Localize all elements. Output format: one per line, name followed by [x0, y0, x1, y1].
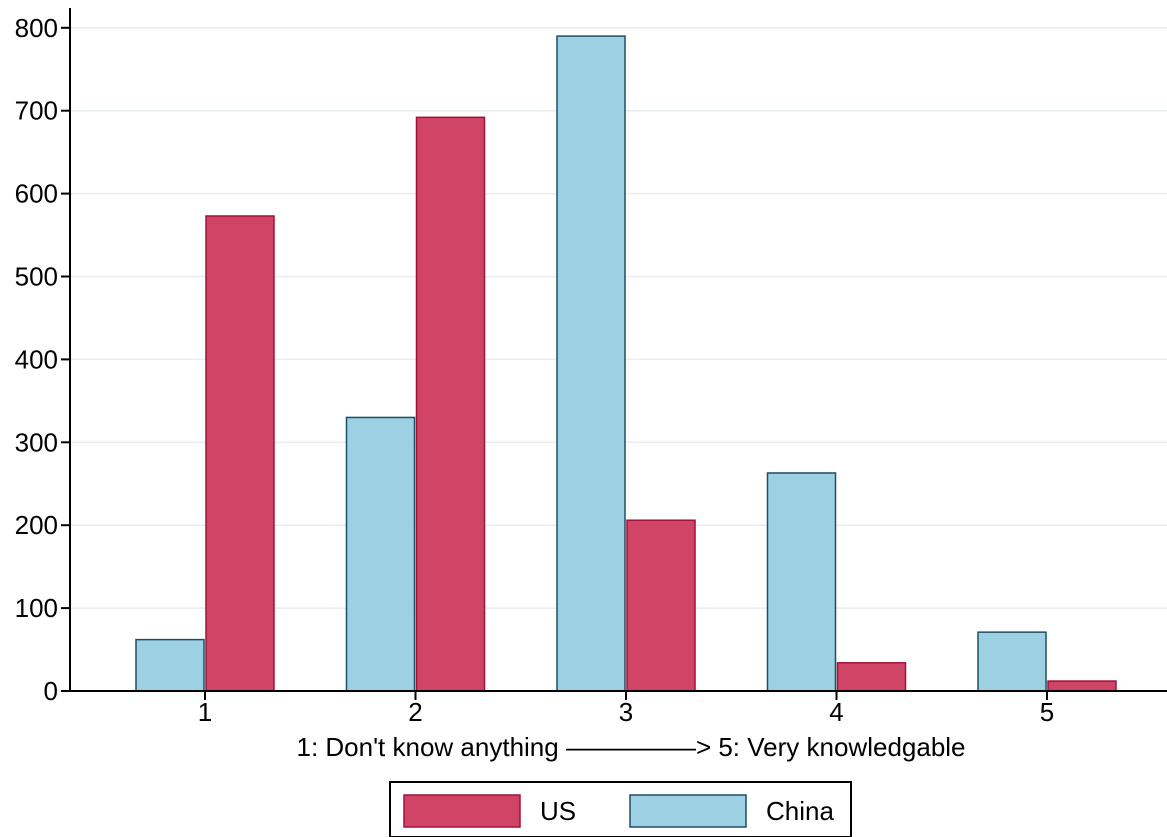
bar-china-2	[345, 416, 416, 692]
legend-label-china: China	[766, 796, 834, 826]
y-tick-label: 700	[15, 96, 58, 126]
y-tick-label: 500	[15, 262, 58, 292]
y-tick-label: 200	[15, 510, 58, 540]
x-tick-label: 4	[829, 697, 843, 727]
bars	[135, 35, 1117, 692]
bar-china-4	[766, 472, 837, 692]
bar-us-4	[836, 662, 907, 692]
y-tick-label: 400	[15, 344, 58, 374]
legend-label-us: US	[540, 796, 576, 826]
y-tick-label: 800	[15, 13, 58, 43]
y-tick-label: 600	[15, 179, 58, 209]
bar-us-5	[1047, 680, 1117, 692]
x-axis-ticks: 1 2 3 4 5	[198, 691, 1054, 727]
bar-us-2	[415, 116, 486, 692]
x-tick-label: 5	[1040, 697, 1054, 727]
y-axis-ticks: 0 100 200 300 400 500 600 700 800	[15, 13, 70, 706]
x-tick-label: 1	[198, 697, 212, 727]
legend-items: US China	[403, 794, 834, 828]
bar-china-1	[135, 638, 205, 692]
bar-china-5	[977, 631, 1047, 692]
x-axis-title: 1: Don't know anything —————> 5: Very kn…	[296, 732, 965, 762]
bar-us-1	[205, 215, 275, 692]
legend-swatch-china	[629, 794, 747, 828]
bar-china-3	[556, 35, 626, 692]
y-tick-label: 100	[15, 593, 58, 623]
legend: US China	[389, 781, 852, 837]
bar-us-3	[626, 519, 696, 692]
y-tick-label: 300	[15, 427, 58, 457]
x-tick-label: 2	[408, 697, 422, 727]
y-tick-label: 0	[44, 676, 58, 706]
legend-swatch-us	[403, 794, 521, 828]
x-tick-label: 3	[619, 697, 633, 727]
